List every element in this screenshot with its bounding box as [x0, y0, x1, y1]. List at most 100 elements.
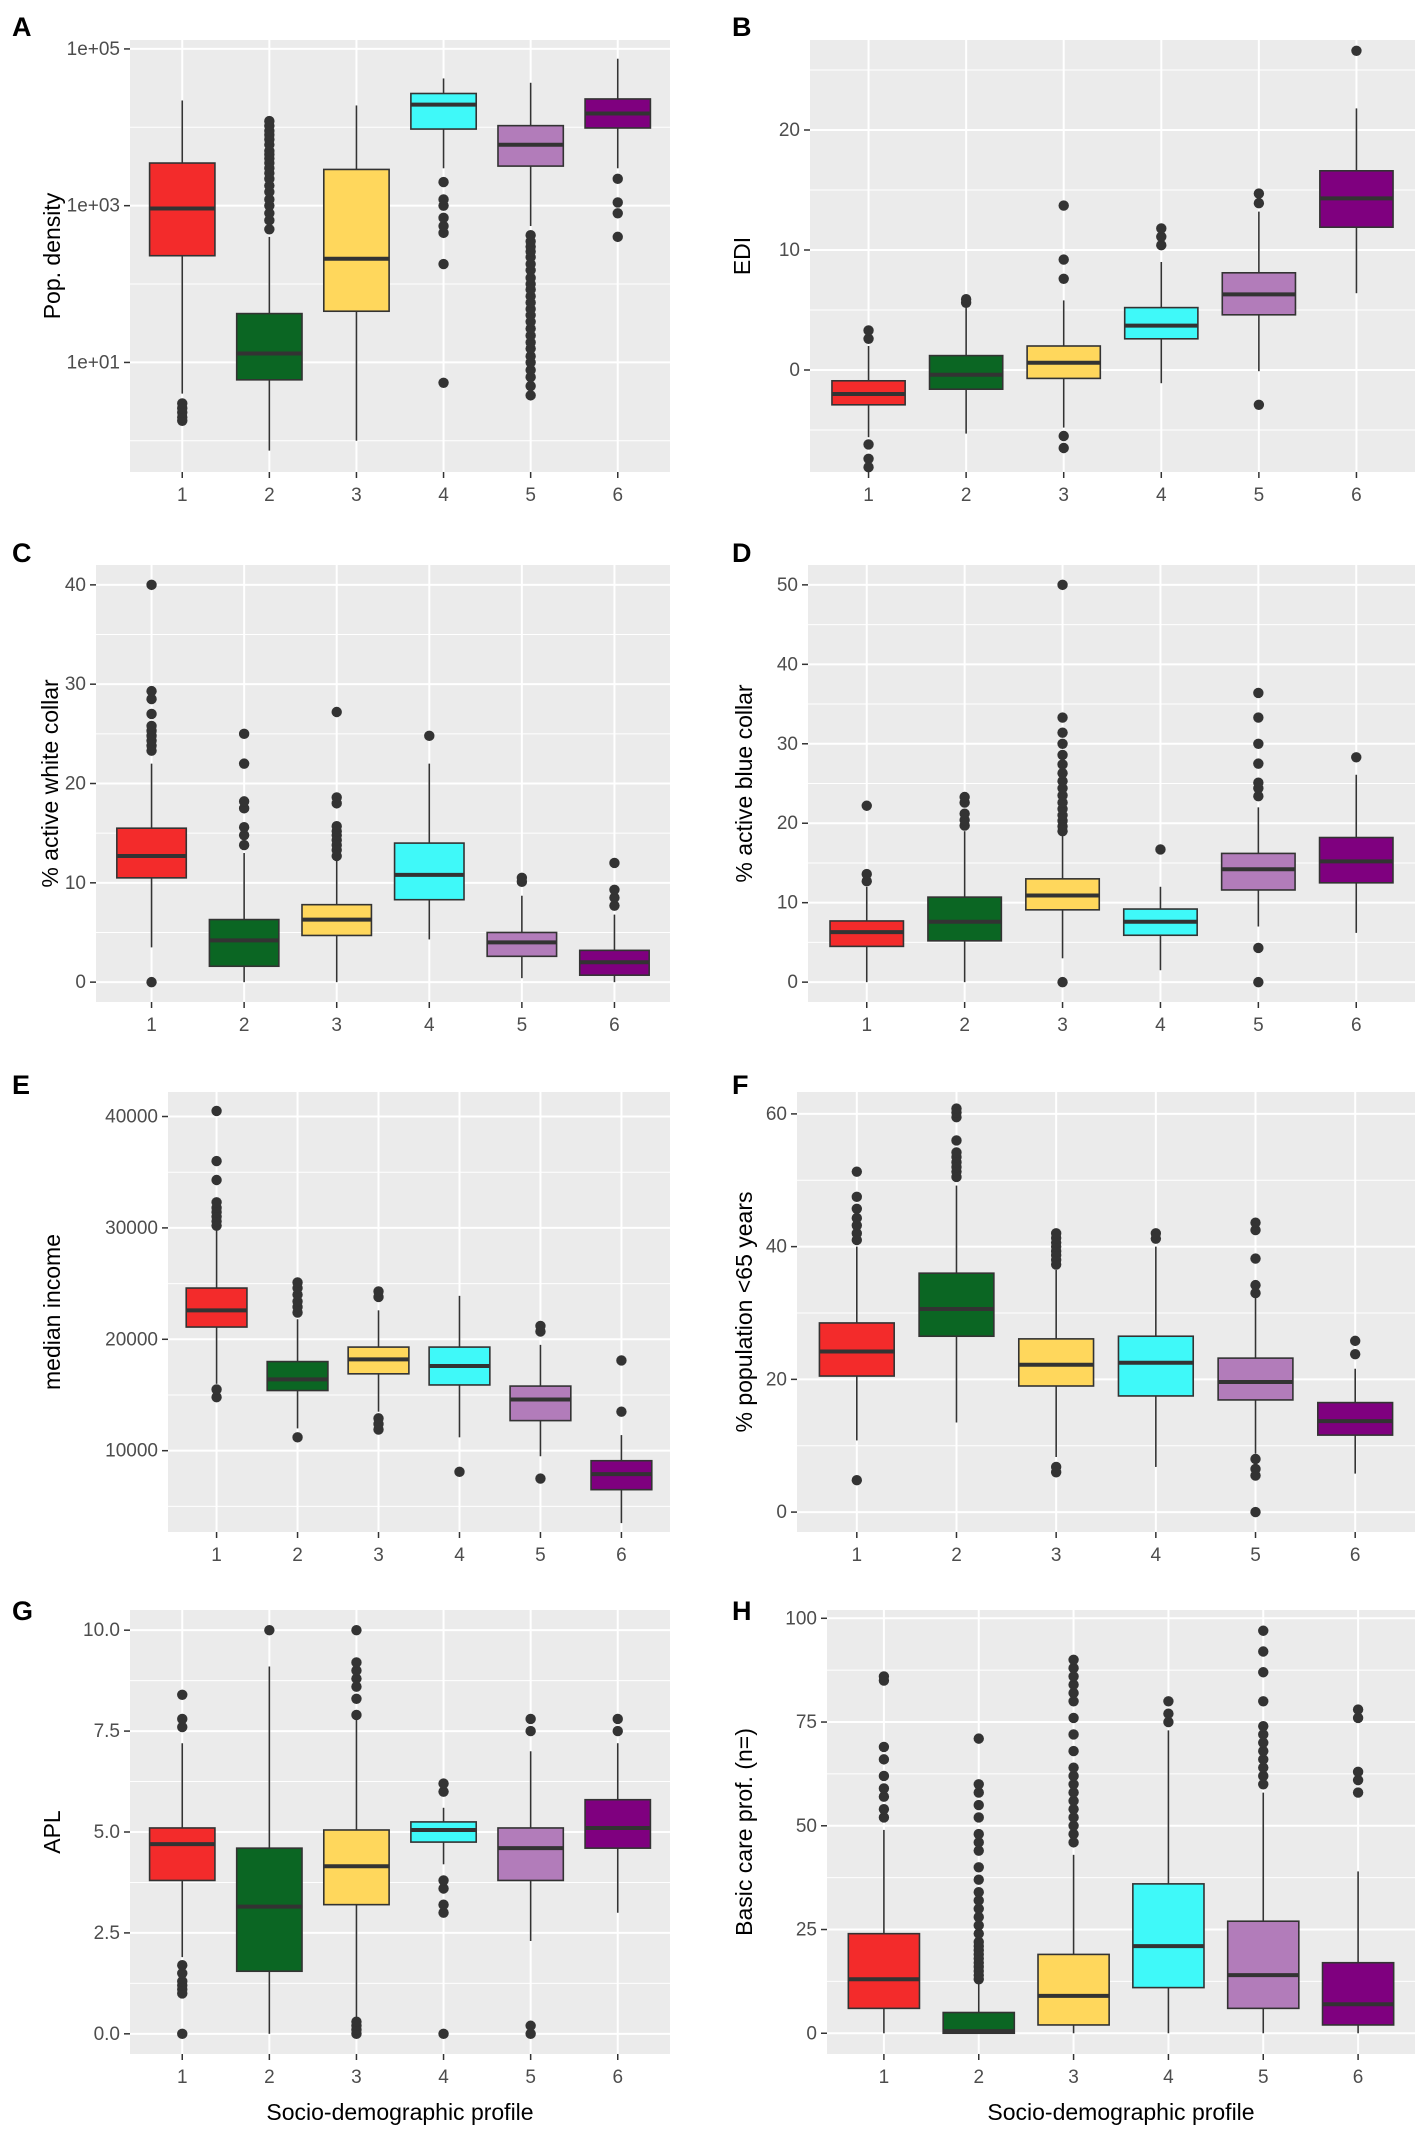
- y-axis-title: Basic care prof. (n=): [731, 1728, 757, 1936]
- box-profile-5: [1226, 1625, 1300, 2034]
- outlier-point: [612, 197, 623, 208]
- box-profile-5: [509, 1320, 572, 1484]
- outlier-point: [1352, 1766, 1364, 1778]
- y-tick-label: 10000: [105, 1441, 158, 1462]
- outlier-point: [211, 1197, 222, 1208]
- x-tick-label: 6: [612, 485, 623, 506]
- outlier-point: [438, 220, 449, 232]
- outlier-point: [1050, 1228, 1062, 1239]
- outlier-point: [1068, 1696, 1079, 1707]
- panel-H: 0 25 50 75 100 1 2 3 4 5 6 Basic care prof. (n=) Soc…: [731, 1596, 1415, 2125]
- box-profile-6: [584, 1713, 652, 1913]
- outlier-point: [1050, 1461, 1062, 1473]
- outlier-point: [1068, 1745, 1079, 1757]
- outlier-point: [177, 1689, 188, 1700]
- outlier-point: [1258, 1696, 1269, 1707]
- x-tick-label: 4: [1156, 485, 1167, 506]
- iqr-box: [1132, 1883, 1205, 1989]
- outlier-point: [973, 1799, 984, 1811]
- panel-letter: E: [12, 1070, 30, 1100]
- outlier-point: [973, 1837, 984, 1848]
- outlier-point: [351, 1693, 362, 1705]
- outlier-point: [211, 1105, 222, 1117]
- outlier-point: [1156, 231, 1167, 242]
- box-profile-2: [235, 115, 303, 451]
- x-tick-label: 6: [609, 1015, 620, 1036]
- outlier-point: [1068, 1787, 1079, 1798]
- outlier-point: [1352, 1712, 1364, 1724]
- outlier-point: [951, 1147, 962, 1158]
- outlier-point: [177, 2028, 188, 2040]
- box-profile-3: [301, 706, 373, 983]
- x-tick-label: 3: [351, 485, 362, 506]
- iqr-box: [266, 1360, 329, 1392]
- outlier-point: [851, 1212, 863, 1224]
- panel-letter: C: [12, 538, 32, 568]
- outlier-point: [1163, 1696, 1174, 1707]
- x-tick-label: 1: [146, 1015, 157, 1036]
- box-profile-2: [928, 294, 1004, 434]
- box-profile-4: [393, 730, 465, 940]
- x-tick-label: 1: [177, 485, 188, 506]
- x-tick-label: 5: [525, 485, 536, 506]
- x-tick-label: 6: [616, 1545, 627, 1566]
- outlier-point: [1068, 1803, 1079, 1815]
- panel-letter: F: [732, 1070, 749, 1100]
- outlier-point: [1250, 1463, 1261, 1475]
- x-tick-label: 4: [1155, 1015, 1166, 1036]
- x-axis-title: Socio-demographic profile: [987, 2099, 1254, 2125]
- outlier-point: [351, 1657, 362, 1668]
- outlier-point: [1057, 712, 1068, 723]
- outlier-point: [438, 1875, 449, 1886]
- outlier-point: [1250, 1506, 1261, 1518]
- outlier-point: [264, 115, 275, 127]
- box-profile-3: [322, 1624, 390, 2040]
- outlier-point: [973, 1895, 984, 1906]
- y-tick-label: 20: [766, 1369, 787, 1390]
- outlier-point: [973, 1845, 984, 1856]
- x-tick-label: 3: [1068, 2067, 1079, 2088]
- y-tick-label: 75: [796, 1712, 817, 1733]
- outlier-point: [1352, 1774, 1364, 1786]
- outlier-point: [1250, 1253, 1261, 1264]
- x-tick-label: 6: [1351, 485, 1362, 506]
- x-tick-label: 6: [1350, 1545, 1361, 1566]
- outlier-point: [177, 398, 188, 409]
- outlier-point: [1253, 942, 1264, 954]
- iqr-box: [1317, 1401, 1394, 1436]
- outlier-point: [146, 976, 157, 988]
- panel-letter: A: [12, 12, 32, 42]
- outlier-point: [238, 728, 250, 740]
- outlier-point: [1068, 1828, 1079, 1840]
- outlier-point: [177, 1976, 188, 1987]
- outlier-point: [973, 1928, 984, 1939]
- outlier-point: [1057, 976, 1068, 988]
- outlier-point: [438, 176, 449, 188]
- x-tick-label: 5: [1254, 485, 1265, 506]
- iqr-box: [918, 1272, 995, 1338]
- x-tick-label: 3: [351, 2067, 362, 2088]
- outlier-point: [1258, 1720, 1269, 1732]
- outlier-point: [1351, 45, 1362, 56]
- outlier-point: [211, 1155, 222, 1167]
- y-tick-label: 25: [796, 1920, 817, 1941]
- outlier-point: [1057, 775, 1068, 787]
- iqr-box: [235, 1847, 303, 1973]
- iqr-box: [509, 1385, 572, 1422]
- outlier-point: [612, 1713, 623, 1725]
- panel-background: [827, 1610, 1415, 2054]
- x-tick-label: 3: [1058, 485, 1069, 506]
- outlier-point: [438, 212, 449, 224]
- outlier-point: [438, 377, 449, 388]
- panel-A: 1e+01 1e+03 1e+05 1 2 3 4 5 6 Pop. density A: [12, 12, 670, 506]
- outlier-point: [177, 1960, 188, 1971]
- y-tick-label: 1e+03: [67, 196, 120, 217]
- x-tick-label: 4: [438, 2067, 449, 2088]
- outlier-point: [438, 1778, 449, 1789]
- outlier-point: [973, 1787, 984, 1798]
- box-profile-5: [486, 872, 558, 979]
- outlier-point: [609, 857, 620, 869]
- outlier-point: [424, 730, 435, 742]
- box-profile-1: [847, 1671, 921, 2034]
- x-tick-label: 4: [1163, 2067, 1174, 2088]
